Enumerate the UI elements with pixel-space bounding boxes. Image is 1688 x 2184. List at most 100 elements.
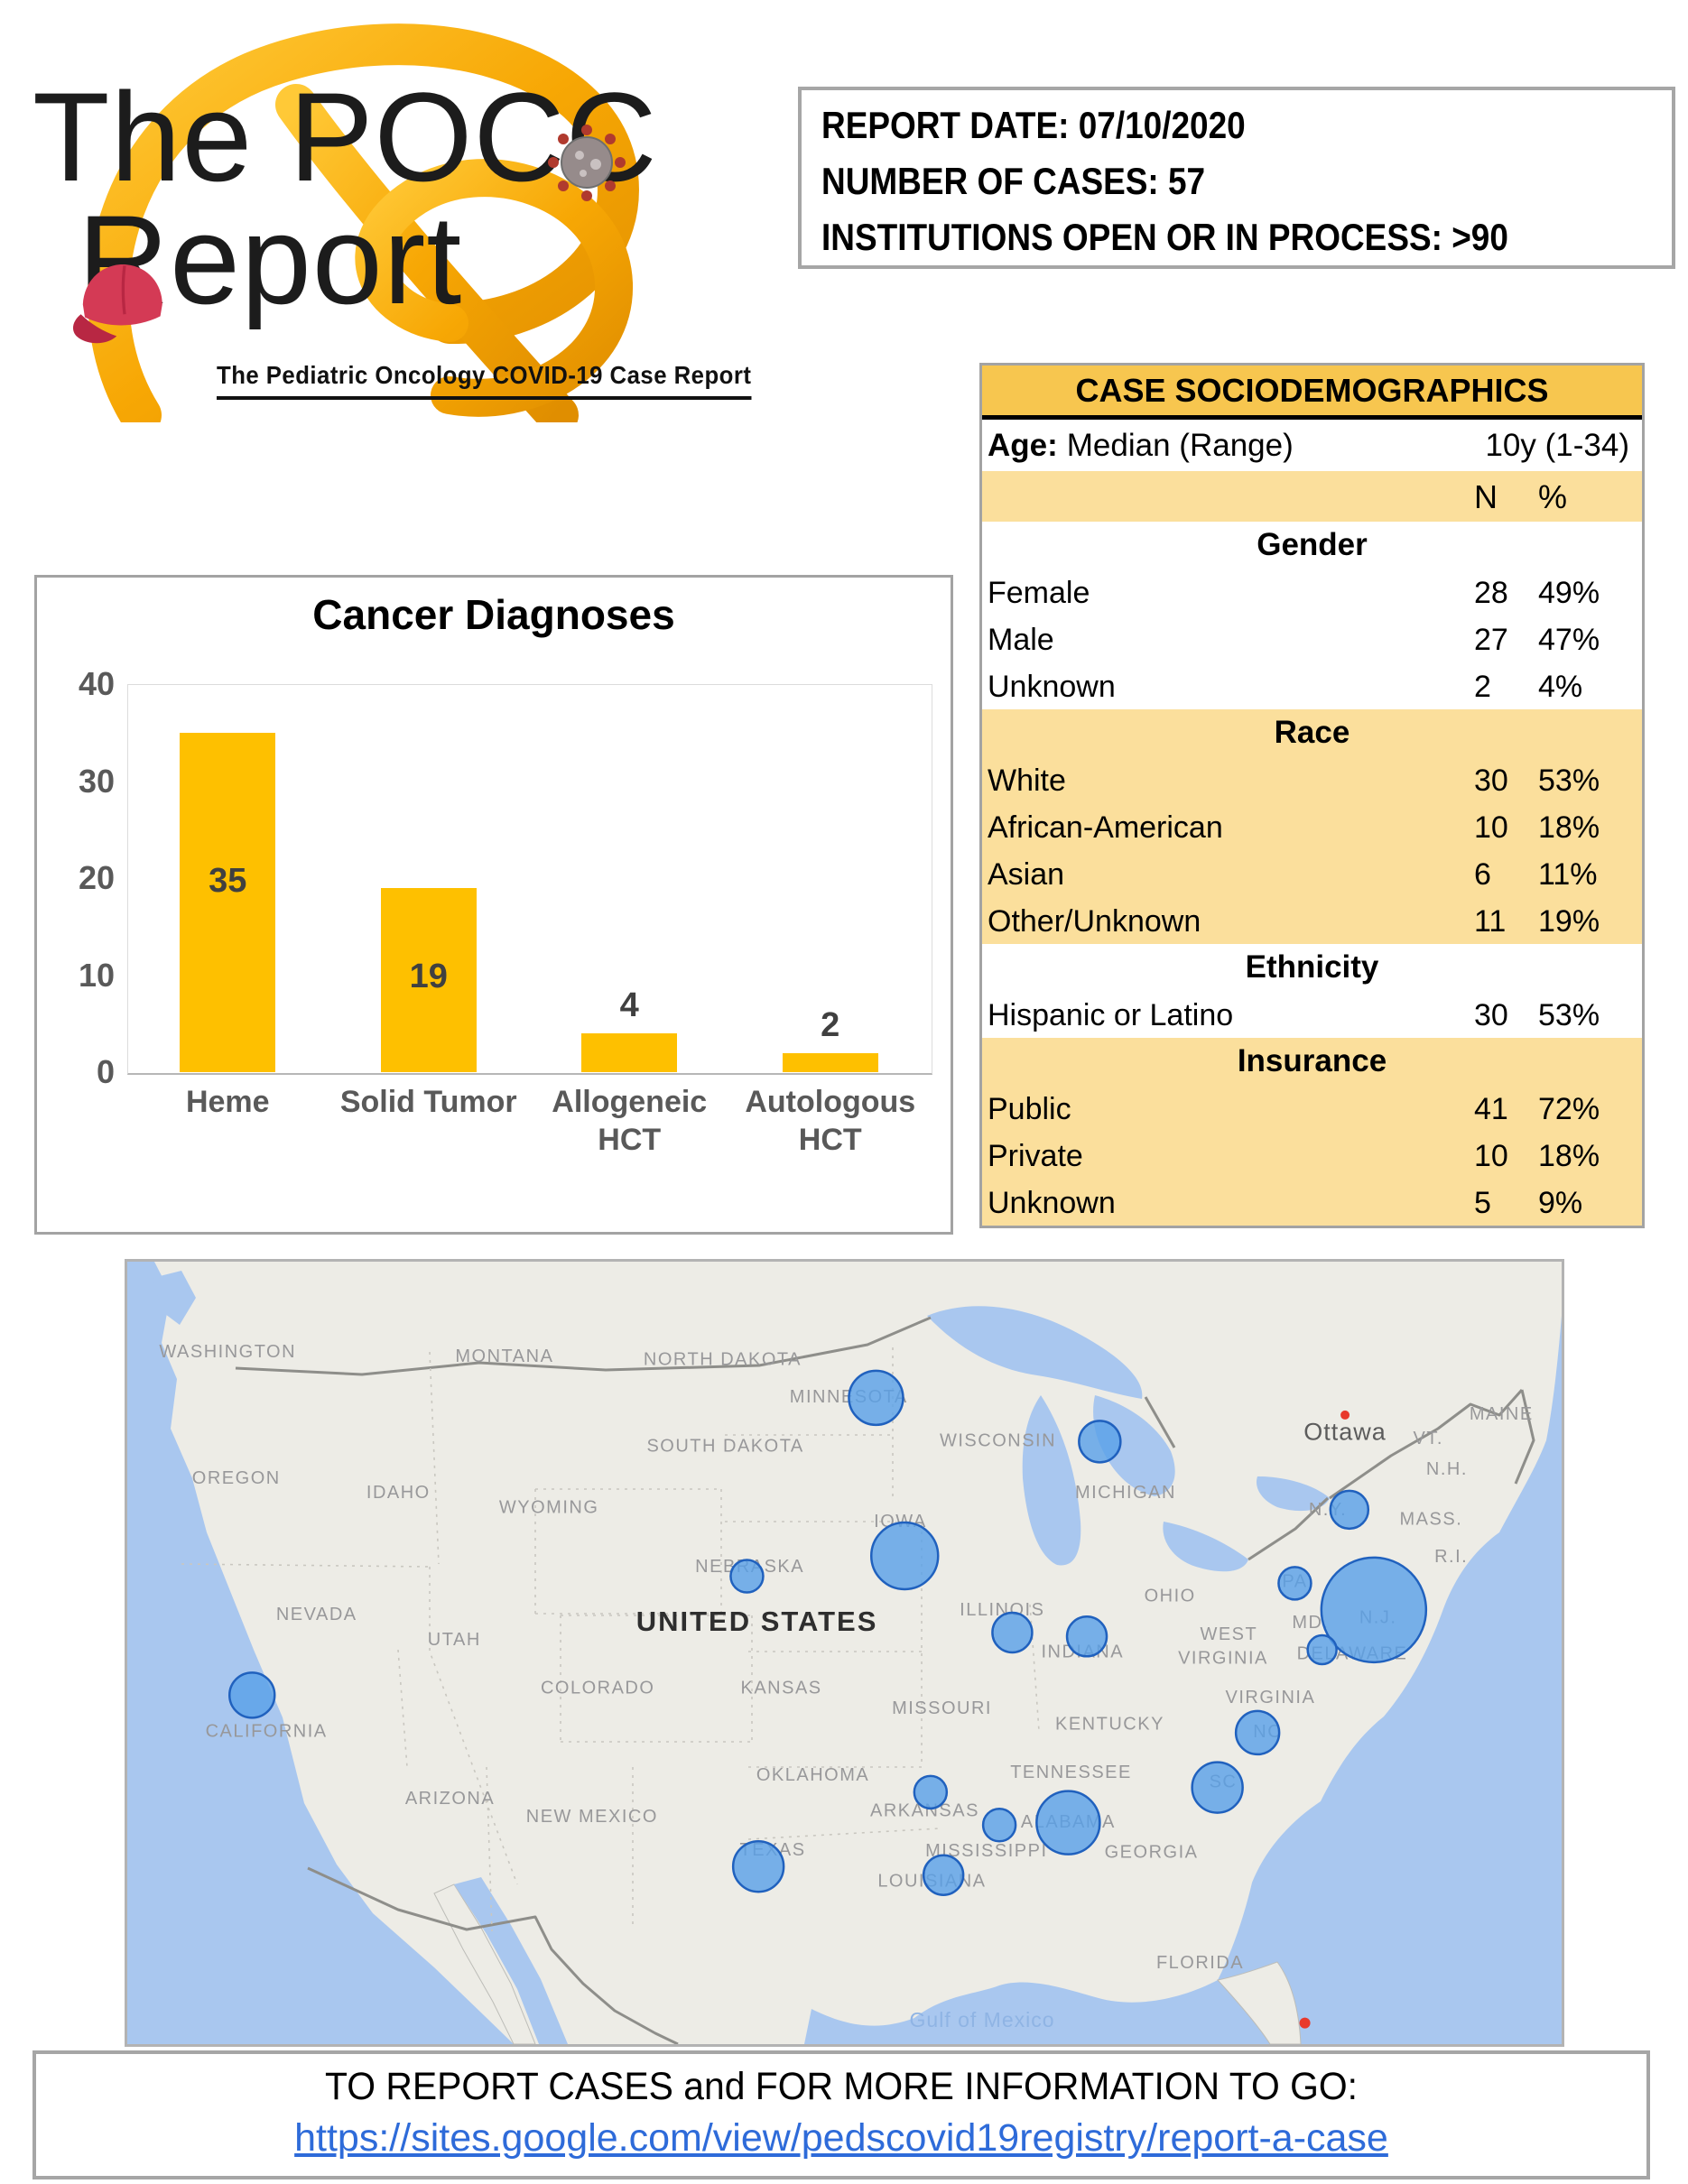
row-pct-value: 47% [1538,623,1600,657]
louisiana-case-bubble [922,1854,965,1896]
report-a-case-link[interactable]: https://sites.google.com/view/pedscovid1… [294,2116,1388,2160]
number-of-cases: NUMBER OF CASES: 57 [821,160,1206,202]
bar [782,1052,878,1072]
ottawa-city-dot [1340,1410,1350,1420]
institutions-count: INSTITUTIONS OPEN OR IN PROCESS: >90 [821,216,1508,258]
wisconsin-lake-michigan-case-bubble [1078,1420,1122,1464]
pennsylvania-case-bubble [1277,1566,1312,1601]
map-label: MONTANA [455,1346,553,1366]
age-text: Median (Range) [1066,427,1294,463]
lake-ontario [1256,1476,1330,1512]
row-n-value: 11 [1474,904,1507,939]
row-pct-value: 72% [1538,1092,1600,1126]
row-pct-value: 18% [1538,1139,1600,1173]
plot-area: 35 19 4 2 [127,684,931,1072]
map-bubbles [227,1369,1428,2029]
report-date: REPORT DATE: 07/10/2020 [821,104,1246,146]
chart-y-axis: 0 10 20 30 40 [50,665,115,1090]
map-label: Gulf of Mexico [910,2008,1055,2031]
mississippi-case-bubble [981,1807,1017,1843]
new-jersey-case-bubble [1320,1556,1428,1664]
col-header-pct: % [1538,478,1568,515]
age-value: 10y (1-34) [1485,427,1629,463]
row-n-value: 2 [1474,670,1491,704]
south-red-dot [1299,2017,1311,2029]
california-case-bubble [227,1671,276,1719]
map-label: GEORGIA [1105,1843,1199,1863]
table-row: Unknown 2 4% [982,662,1642,709]
row-n-value: 27 [1474,623,1508,657]
nebraska-case-bubble [729,1559,765,1594]
bar [581,1033,678,1072]
map-label: TENNESSEE [1010,1763,1132,1782]
map-label: R.I. [1434,1547,1468,1567]
map-label: ARKANSAS [870,1801,979,1821]
table-row: Male 27 47% [982,615,1642,662]
map-label: VIRGINIA [1178,1649,1268,1669]
bar-value-label: 4 [619,986,639,1024]
lake-erie [1163,1522,1248,1572]
table-title: CASE SOCIODEMOGRAPHICS [982,366,1642,420]
map-label: MD. [1292,1613,1329,1633]
state-borders [181,1347,1040,1932]
row-pct-value: 4% [1538,670,1583,704]
row-n-value: 5 [1474,1186,1491,1220]
row-n-value: 6 [1474,857,1491,892]
y-tick-label: 40 [78,665,115,702]
table-row: Hispanic or Latino 30 53% [982,991,1642,1038]
category-label: Autologous HCT [745,1085,916,1157]
map-label: NORTH DAKOTA [644,1349,802,1369]
mexico-border [307,1866,679,2044]
table-row: Public 41 72% [982,1085,1642,1132]
footer-text: TO REPORT CASES and FOR MORE INFORMATION… [324,2065,1359,2108]
map-label: N.H. [1426,1459,1468,1479]
florida-peninsula [1217,1961,1302,2044]
lake-michigan [1022,1395,1081,1566]
map-label: WYOMING [499,1497,599,1517]
footer-box: TO REPORT CASES and FOR MORE INFORMATION… [32,2050,1650,2179]
row-label: Unknown [988,1186,1116,1220]
sociodemographics-table: CASE SOCIODEMOGRAPHICS Age: Median (Rang… [979,363,1645,1228]
bar [380,887,477,1072]
report-info-box: REPORT DATE: 07/10/2020 NUMBER OF CASES:… [798,87,1675,269]
map-label: NEW MEXICO [526,1807,658,1827]
new-york-case-bubble [1329,1489,1370,1531]
row-pct-value: 18% [1538,810,1600,845]
row-pct-value: 53% [1538,763,1600,798]
map-label: SOUTH DAKOTA [646,1437,803,1457]
lake-huron [1093,1395,1175,1496]
table-row: African-American 10 18% [982,803,1642,850]
logo-title-line1: The POCC [32,66,658,208]
map-label: VIRGINIA [1226,1688,1316,1707]
table-section-header: Gender [1257,527,1368,562]
age-row: Age: Median (Range) 10y (1-34) [982,420,1642,471]
south-carolina-case-bubble [1191,1761,1244,1814]
row-label: Female [988,576,1090,610]
map-label: MICHIGAN [1075,1483,1176,1503]
age-label: Age: [988,427,1058,463]
texas-case-bubble [731,1839,785,1893]
row-pct-value: 9% [1538,1186,1583,1220]
arkansas-case-bubble [913,1774,949,1810]
bar-value-label: 35 [209,861,247,900]
map-label: COLORADO [541,1679,654,1698]
map-label: MAINE [1470,1404,1534,1424]
row-label: Male [988,623,1054,657]
baja-peninsula [433,1883,536,2044]
map-label: IDAHO [366,1483,431,1503]
row-label: Public [988,1092,1071,1126]
pocc-logo: The POCC Report The Pediatric Oncology C… [25,7,752,422]
category-label: Heme [185,1085,270,1119]
map-label: KENTUCKY [1055,1714,1164,1734]
red-cap-icon [72,264,162,344]
iowa-case-bubble [869,1521,940,1591]
coronavirus-icon [548,125,626,201]
north-carolina-case-bubble [1234,1709,1281,1756]
table-sections: Gender Female 28 49% Male 27 47% Unknown 2 4% Race… [982,522,1642,1226]
row-label: Hispanic or Latino [988,998,1234,1032]
lake-superior [927,1306,1143,1399]
map-label: MASS. [1400,1509,1463,1529]
